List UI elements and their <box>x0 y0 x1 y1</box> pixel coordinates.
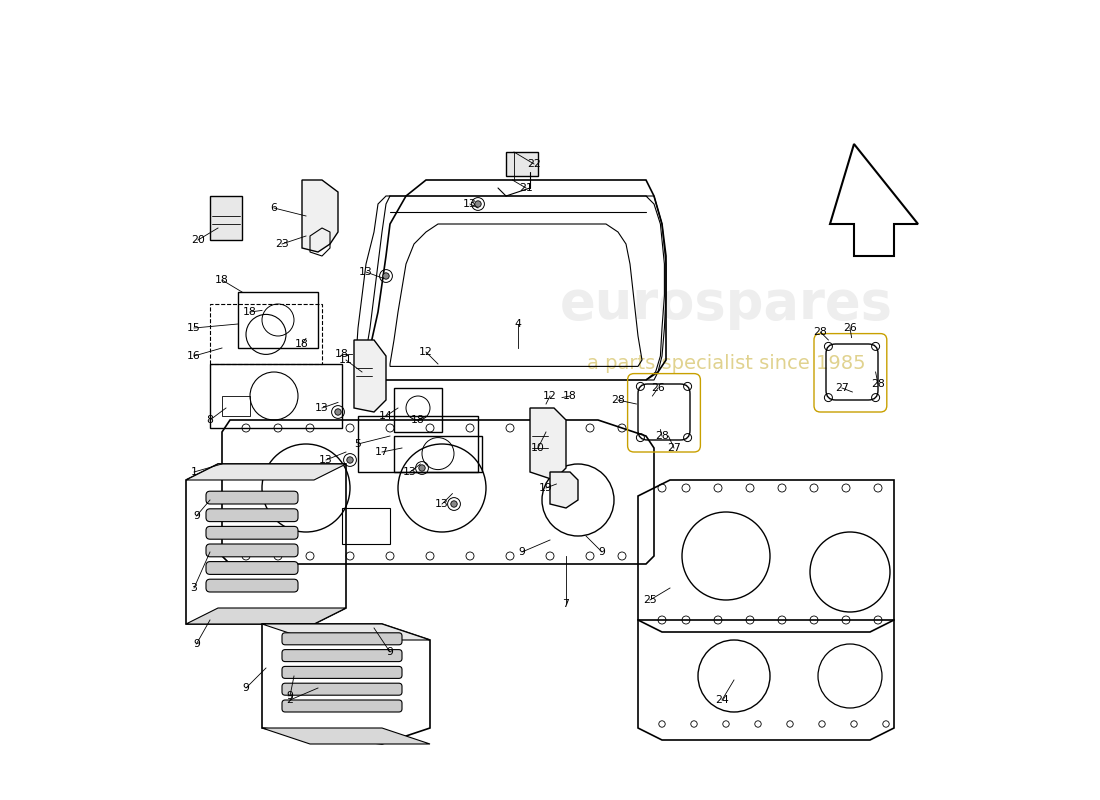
Text: 18: 18 <box>563 391 576 401</box>
Text: 6: 6 <box>271 203 277 213</box>
Text: 13: 13 <box>463 199 477 209</box>
Text: 13: 13 <box>403 467 417 477</box>
Text: 4: 4 <box>515 319 521 329</box>
Polygon shape <box>186 464 346 480</box>
Text: 21: 21 <box>519 183 532 193</box>
Text: 24: 24 <box>715 695 729 705</box>
Text: 27: 27 <box>667 443 681 453</box>
Text: 13: 13 <box>436 499 449 509</box>
Text: 14: 14 <box>379 411 393 421</box>
Text: 18: 18 <box>243 307 257 317</box>
Polygon shape <box>530 408 566 480</box>
Text: 5: 5 <box>354 439 362 449</box>
Text: 9: 9 <box>598 547 605 557</box>
Text: 1: 1 <box>190 467 197 477</box>
FancyBboxPatch shape <box>206 526 298 539</box>
Text: 28: 28 <box>656 431 669 441</box>
FancyBboxPatch shape <box>282 633 402 645</box>
Bar <box>506 152 538 176</box>
FancyBboxPatch shape <box>282 666 402 678</box>
FancyBboxPatch shape <box>206 509 298 522</box>
Text: 12: 12 <box>419 347 433 357</box>
Text: 10: 10 <box>531 443 544 453</box>
Polygon shape <box>354 340 386 412</box>
Text: 15: 15 <box>187 323 201 333</box>
Text: 28: 28 <box>612 395 625 405</box>
Text: 26: 26 <box>843 323 857 333</box>
Text: 20: 20 <box>191 235 205 245</box>
Circle shape <box>475 201 481 207</box>
Text: 8: 8 <box>207 415 213 425</box>
Circle shape <box>451 501 458 507</box>
Text: 18: 18 <box>336 349 349 358</box>
Polygon shape <box>302 180 338 252</box>
Text: 26: 26 <box>651 383 664 393</box>
Text: 28: 28 <box>871 379 884 389</box>
Text: 3: 3 <box>190 583 197 593</box>
Text: 12: 12 <box>543 391 557 401</box>
Text: 25: 25 <box>644 595 657 605</box>
Text: 9: 9 <box>287 691 294 701</box>
Text: 13: 13 <box>319 455 333 465</box>
Text: a parts specialist since 1985: a parts specialist since 1985 <box>586 354 866 374</box>
Circle shape <box>383 273 389 279</box>
Polygon shape <box>550 472 578 508</box>
Circle shape <box>346 457 353 463</box>
Bar <box>342 508 390 544</box>
Text: 13: 13 <box>359 267 373 277</box>
Text: 22: 22 <box>527 159 541 169</box>
Text: 17: 17 <box>375 447 389 457</box>
Text: 16: 16 <box>187 351 201 361</box>
Bar <box>222 396 250 416</box>
Text: 9: 9 <box>386 647 394 657</box>
Text: 2: 2 <box>287 695 294 705</box>
Text: 23: 23 <box>275 239 289 249</box>
FancyBboxPatch shape <box>282 650 402 662</box>
FancyBboxPatch shape <box>282 683 402 695</box>
FancyBboxPatch shape <box>282 700 402 712</box>
Polygon shape <box>262 624 430 640</box>
FancyBboxPatch shape <box>206 562 298 574</box>
FancyBboxPatch shape <box>206 544 298 557</box>
Text: 9: 9 <box>243 683 250 693</box>
FancyBboxPatch shape <box>206 491 298 504</box>
Text: 19: 19 <box>539 483 553 493</box>
Circle shape <box>419 465 426 471</box>
Polygon shape <box>262 728 430 744</box>
Text: 18: 18 <box>295 339 309 349</box>
Text: 27: 27 <box>835 383 849 393</box>
Circle shape <box>334 409 341 415</box>
Text: eurospares: eurospares <box>560 278 892 330</box>
Text: 18: 18 <box>216 275 229 285</box>
Text: 9: 9 <box>192 639 200 649</box>
Polygon shape <box>210 196 242 240</box>
Text: 7: 7 <box>562 599 570 609</box>
Text: 9: 9 <box>518 547 526 557</box>
Text: 13: 13 <box>315 403 329 413</box>
Text: 28: 28 <box>814 327 827 337</box>
Text: 9: 9 <box>192 511 200 521</box>
Text: 11: 11 <box>339 355 353 365</box>
FancyBboxPatch shape <box>206 579 298 592</box>
Polygon shape <box>186 608 346 624</box>
Text: 18: 18 <box>411 415 425 425</box>
